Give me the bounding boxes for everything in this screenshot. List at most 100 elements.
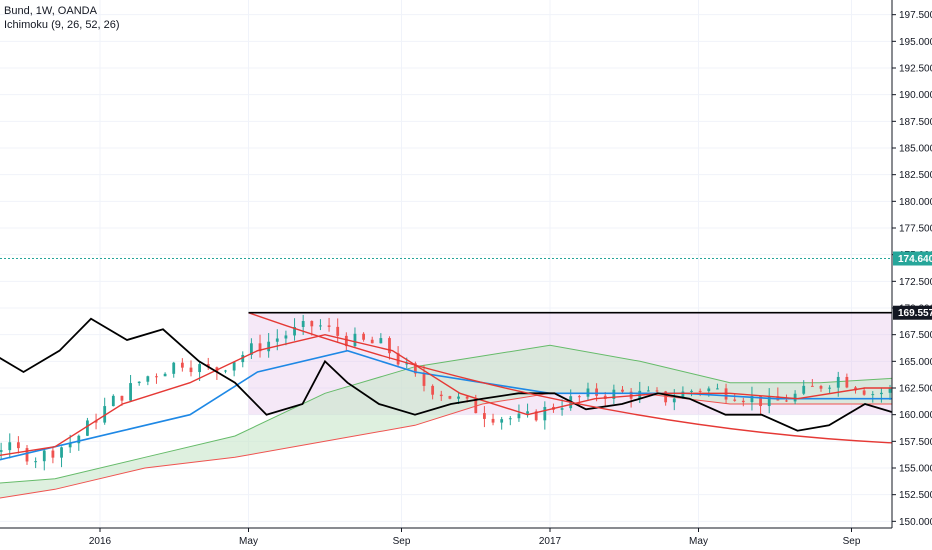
base-line [0,349,932,461]
candle-body [413,363,417,374]
candle-body [163,373,167,377]
time-axis: Sep2016MaySep2017MaySep2018MaySep2019May… [0,527,932,550]
time-axis-background [0,528,932,550]
chart-title: Bund, 1W, OANDA [4,5,97,17]
candle [500,416,504,430]
cup-arc [248,312,932,446]
candle-body [77,435,81,444]
price-axis: 197.500 195.000 192.500 190.000 187.500 185.0… [891,0,932,550]
candle [439,390,443,401]
candle [431,384,435,400]
price-tick-label: 155.000 [899,464,932,475]
candle-body [759,395,762,407]
candle-body [293,326,296,336]
candle-body [577,396,581,398]
candle-body [172,362,176,374]
candle-body [267,341,271,352]
candle-body [785,400,788,402]
candle [422,364,426,392]
candle [327,317,331,332]
price-tick-label: 180.000 [899,197,932,208]
candle-body [733,399,737,401]
candle [802,380,806,396]
candle-body [655,390,659,392]
candle [483,406,486,428]
candle [716,383,719,390]
candle-body [543,406,547,421]
candle-body [120,395,124,401]
candle [163,372,167,377]
cloud-span-a [0,344,932,484]
candle-body [103,406,107,423]
candle [77,434,81,451]
candle-body [0,450,3,452]
chart-legend: Bund, 1W, OANDA Ichimoku (9, 26, 52, 26) [4,4,120,32]
candle [232,361,236,377]
candle-body [146,376,150,382]
candle-body [646,390,650,392]
candle-body [448,396,452,399]
candle [42,447,46,471]
candle-body [845,376,849,388]
cloud-span-b [0,392,932,499]
candle [241,351,245,368]
lagging-span [0,317,932,432]
candle-body [526,411,529,414]
candle-body [42,450,46,462]
candle-body [353,333,357,347]
candle-body [284,335,288,339]
price-tick-label: 165.000 [899,357,932,368]
candle-body [25,448,29,462]
candle [103,397,107,425]
price-tick-label: 172.500 [899,277,932,288]
candle-body [396,353,400,365]
candle [819,384,823,392]
candle [258,334,262,358]
candle [733,393,737,402]
candle-body [379,338,383,344]
candle-body [698,390,702,392]
candle [267,333,271,358]
candle-body [500,419,504,423]
candle-body [690,390,693,392]
candle-body [716,388,719,390]
candle-body [465,396,469,399]
candle [871,391,875,403]
candle [612,384,616,405]
candle-body [810,385,814,387]
candle [396,346,400,368]
time-tick-label: Sep [393,536,411,547]
indicator-label: Ichimoku (9, 26, 52, 26) [4,19,120,31]
conversion-line [0,333,932,457]
candle-body [888,388,892,393]
candle [646,386,650,392]
candle-body [819,386,823,389]
candle-body [198,364,202,373]
candle [508,416,512,426]
candle [206,357,210,370]
time-tick-label: 2017 [539,536,562,547]
candle-body [741,400,745,403]
candle-body [301,321,305,327]
price-tick-label: 157.500 [899,437,932,448]
price-axis-background [892,0,932,550]
candle [137,381,141,386]
candle-body [612,389,616,399]
price-tick-label: 192.500 [899,64,932,75]
candle-body [362,333,365,340]
candle [249,338,253,360]
resistance-tag-bg [893,305,932,320]
candle [750,386,754,411]
time-tick-label: 2016 [89,536,112,547]
current-price-tag-bg [893,251,932,266]
candle [129,374,132,403]
candle-body [664,391,668,403]
candle-body [767,396,771,407]
candle [111,394,115,407]
candle [224,369,227,374]
candle-body [862,390,866,395]
candle-body [51,450,55,458]
candle-body [483,413,486,419]
candle [293,318,296,341]
